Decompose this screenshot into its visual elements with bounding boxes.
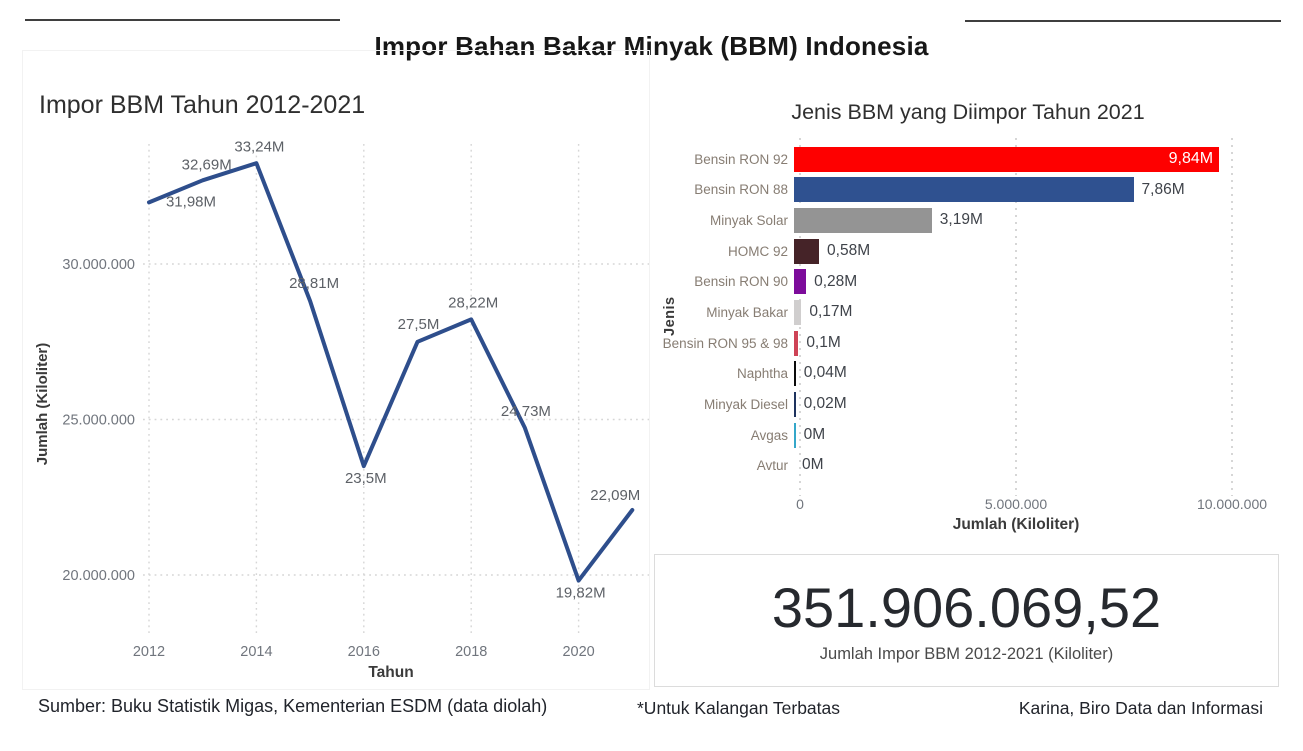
line-data-label: 31,98M xyxy=(166,193,216,210)
bar-category-label: Avtur xyxy=(756,458,788,474)
bar-value-label: 0,04M xyxy=(803,364,847,382)
bar-track: 0,1M xyxy=(794,328,1282,359)
bar-value-label: 0,17M xyxy=(809,303,853,321)
line-chart-title: Impor BBM Tahun 2012-2021 xyxy=(39,91,366,119)
line-data-label: 28,81M xyxy=(289,275,339,292)
line-data-label: 32,69M xyxy=(182,156,232,173)
bar-value-label: 3,19M xyxy=(939,211,983,229)
bar-category-label: HOMC 92 xyxy=(727,243,788,259)
x-axis-tick-label: 2014 xyxy=(240,644,272,660)
line-chart-plot: 30.000.000 25.000.000 20.000.000 2012 2014 20… xyxy=(34,138,649,681)
line-data-label: 28,22M xyxy=(448,294,498,311)
kpi-card: 351.906.069,52 Jumlah Impor BBM 2012-202… xyxy=(654,554,1279,687)
bar-avgas[interactable] xyxy=(794,422,796,448)
bar-x-axis-tick-label: 5.000.000 xyxy=(984,496,1048,512)
dashboard-title: Impor Bahan Bakar Minyak (BBM) Indonesia xyxy=(374,31,929,61)
bar-x-axis-tick-label: 10.000.000 xyxy=(1196,496,1268,512)
bar-row-bensin-ron-90: Bensin RON 90 0,28M xyxy=(654,267,1282,298)
x-axis-tick-label: 2012 xyxy=(133,644,165,660)
bar-value-label: 0M xyxy=(803,425,826,443)
line-y-axis-title: Jumlah (Kiloliter) xyxy=(34,343,51,466)
bar-track: 0,04M xyxy=(794,358,1282,389)
kpi-value: 351.906.069,52 xyxy=(771,576,1162,639)
bar-chart-rows: Bensin RON 92 9,84M Bensin RON 88 7,86M Miny… xyxy=(654,144,1282,481)
bar-row-bensin-ron-92: Bensin RON 92 9,84M xyxy=(654,144,1282,175)
bar-category-label: Bensin RON 95 & 98 xyxy=(662,335,788,351)
bar-bensin-ron-92[interactable] xyxy=(794,146,1220,172)
bar-minyak-diesel[interactable] xyxy=(794,391,796,417)
bar-track: 7,86M xyxy=(794,175,1282,206)
bar-value-label: 0,02M xyxy=(803,395,847,413)
bar-value-label: 7,86M xyxy=(1141,180,1185,198)
y-axis-tick-label: 20.000.000 xyxy=(62,568,135,584)
bar-row-homc-92: HOMC 92 0,58M xyxy=(654,236,1282,267)
bar-category-label: Minyak Bakar xyxy=(706,305,788,321)
footer-author-text: Karina, Biro Data dan Informasi xyxy=(1018,698,1263,718)
header-rule-left xyxy=(25,19,340,21)
bar-row-minyak-diesel: Minyak Diesel 0,02M xyxy=(654,389,1282,420)
line-data-label: 33,24M xyxy=(234,138,284,155)
bar-bensin-ron-90[interactable] xyxy=(794,269,807,295)
bar-minyak-bakar[interactable] xyxy=(794,300,802,325)
bar-track: 0M xyxy=(794,420,1282,451)
line-data-label: 23,5M xyxy=(345,470,387,487)
bar-row-naphtha: Naphtha 0,04M xyxy=(654,358,1282,389)
line-x-axis-title: Tahun xyxy=(368,664,413,681)
bar-chart-title: Jenis BBM yang Diimpor Tahun 2021 xyxy=(791,100,1145,124)
bar-track: 0,58M xyxy=(794,236,1282,267)
bar-value-label: 9,84M xyxy=(1168,150,1214,167)
x-axis-tick-label: 2020 xyxy=(562,644,594,660)
bar-track: 0,17M xyxy=(794,297,1282,328)
bar-naphtha[interactable] xyxy=(794,361,796,387)
footer-source-text: Sumber: Buku Statistik Migas, Kementeria… xyxy=(38,696,548,716)
bar-category-label: Bensin RON 90 xyxy=(694,274,788,290)
bar-row-minyak-bakar: Minyak Bakar 0,17M xyxy=(654,297,1282,328)
line-data-label: 22,09M xyxy=(590,487,640,504)
import-trend-line[interactable] xyxy=(147,161,635,583)
bar-track: 9,84M xyxy=(794,144,1282,175)
bar-track: 0,02M xyxy=(794,389,1282,420)
bar-chart-visual[interactable]: Jenis BBM yang Diimpor Tahun 2021 Jenis … xyxy=(654,88,1282,550)
x-axis-tick-label: 2018 xyxy=(455,644,487,660)
bar-category-label: Naphtha xyxy=(736,366,788,382)
bar-minyak-solar[interactable] xyxy=(794,208,932,234)
bar-track: 0,28M xyxy=(794,267,1282,298)
bar-x-axis-title: Jumlah (Kiloliter) xyxy=(952,516,1080,533)
bar-value-label: 0,58M xyxy=(827,241,871,259)
bar-row-bensin-ron-95-98: Bensin RON 95 & 98 0,1M xyxy=(654,328,1282,359)
bar-value-label: 0,1M xyxy=(806,333,841,351)
y-axis-tick-label: 30.000.000 xyxy=(62,257,135,273)
bar-homc-92[interactable] xyxy=(794,238,820,264)
line-chart-visual[interactable]: Impor BBM Tahun 2012-2021 30.000.000 25.0… xyxy=(22,50,650,690)
header-rule-right xyxy=(965,20,1281,22)
bar-bensin-ron-95-98[interactable] xyxy=(794,330,799,356)
bar-row-minyak-solar: Minyak Solar 3,19M xyxy=(654,205,1282,236)
bar-category-label: Minyak Solar xyxy=(709,213,788,229)
bar-category-label: Avgas xyxy=(750,427,788,443)
bar-x-axis-tick-label: 0 xyxy=(796,496,804,512)
line-data-label: 27,5M xyxy=(398,316,440,333)
bar-row-avtur: Avtur 0M xyxy=(654,450,1282,481)
y-axis-tick-label: 25.000.000 xyxy=(62,413,135,429)
line-data-label: 19,82M xyxy=(556,585,606,602)
bar-category-label: Bensin RON 88 xyxy=(694,182,788,198)
x-axis-tick-label: 2016 xyxy=(348,644,380,660)
bar-track: 0M xyxy=(794,450,1282,481)
bar-value-label: 0,28M xyxy=(814,272,858,290)
bar-category-label: Bensin RON 92 xyxy=(694,151,788,167)
bar-category-label: Minyak Diesel xyxy=(703,396,788,412)
footer-note-text: *Untuk Kalangan Terbatas xyxy=(637,698,841,718)
bar-bensin-ron-88[interactable] xyxy=(794,177,1134,203)
bar-row-bensin-ron-88: Bensin RON 88 7,86M xyxy=(654,175,1282,206)
kpi-label: Jumlah Impor BBM 2012-2021 (Kiloliter) xyxy=(819,645,1114,663)
bar-row-avgas: Avgas 0M xyxy=(654,420,1282,451)
bar-value-label: 0M xyxy=(802,456,824,474)
bar-track: 3,19M xyxy=(794,205,1282,236)
line-data-label: 24,73M xyxy=(501,403,551,420)
